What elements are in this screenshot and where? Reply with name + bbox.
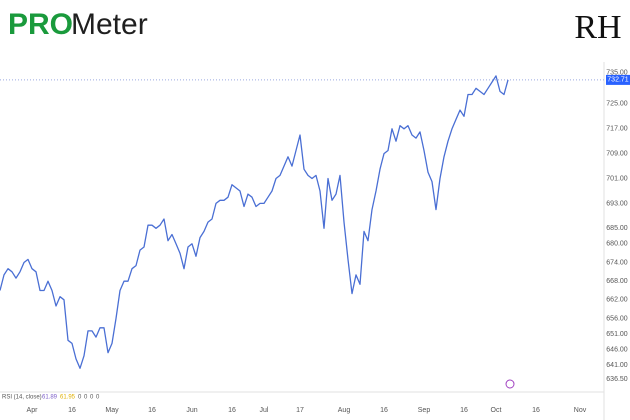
y-tick-label: 674.00 xyxy=(606,259,628,266)
y-tick-label: 656.00 xyxy=(606,315,628,322)
y-tick-label: 725.00 xyxy=(606,101,628,108)
x-tick-label: Jun xyxy=(186,407,197,414)
y-tick-label: 685.00 xyxy=(606,225,628,232)
y-tick-label: 735.00 xyxy=(606,70,628,77)
x-tick-label: 16 xyxy=(532,407,540,414)
price-line-series xyxy=(0,75,509,369)
brand-mark: RH xyxy=(574,9,621,46)
y-tick-label: 646.00 xyxy=(606,346,628,353)
y-tick-label: 717.00 xyxy=(606,126,628,133)
x-tick-label: 16 xyxy=(148,407,156,414)
indicator-zero: 0 xyxy=(96,395,100,401)
indicator-name: RSI (14, close) xyxy=(2,395,42,401)
indicator-legend: RSI (14, close) 61.89 61.95 0 0 0 0 xyxy=(2,395,100,401)
x-tick-label: 16 xyxy=(380,407,388,414)
x-tick-label: 17 xyxy=(296,407,304,414)
x-tick-label: 16 xyxy=(228,407,236,414)
x-tick-label: May xyxy=(105,407,119,414)
x-tick-label: Oct xyxy=(491,407,502,414)
logo-meter: Meter xyxy=(71,8,148,41)
y-tick-label: 680.00 xyxy=(606,241,628,248)
x-tick-label: Sep xyxy=(418,407,431,414)
x-tick-label: Jul xyxy=(260,407,269,414)
indicator-zero: 0 xyxy=(84,395,88,401)
last-price-label: 732.71 xyxy=(607,77,629,84)
indicator-zero: 0 xyxy=(90,395,94,401)
indicator-zero: 0 xyxy=(78,395,82,401)
x-tick-label: Nov xyxy=(574,407,587,414)
y-tick-label: 668.00 xyxy=(606,278,628,285)
last-price-box xyxy=(606,74,630,85)
y-tick-label: 641.00 xyxy=(606,362,628,369)
x-tick-label: 16 xyxy=(68,407,76,414)
y-tick-label: 662.00 xyxy=(606,297,628,304)
logo-pro: PRO xyxy=(8,8,73,41)
x-tick-label: Apr xyxy=(27,407,39,414)
indicator-reading: 61.89 xyxy=(42,395,58,401)
y-tick-label: 709.00 xyxy=(606,150,628,157)
x-tick-label: Aug xyxy=(338,407,351,414)
x-tick-label: 16 xyxy=(460,407,468,414)
event-marker xyxy=(505,379,515,389)
indicator-reading: 61.95 xyxy=(60,395,76,401)
y-tick-label: 651.00 xyxy=(606,331,628,338)
y-tick-label: 701.00 xyxy=(606,175,628,182)
y-tick-label: 693.00 xyxy=(606,200,628,207)
y-tick-label: 636.50 xyxy=(606,376,628,383)
